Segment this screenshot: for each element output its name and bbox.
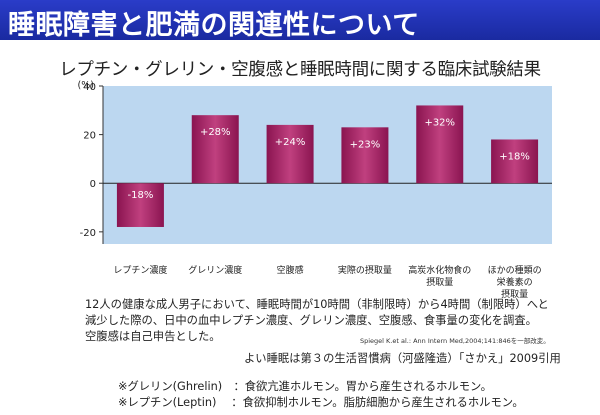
chart-title: レプチン・グレリン・空腹感と睡眠時間に関する臨床試験結果 [59, 60, 541, 80]
bar [416, 105, 464, 184]
bar [266, 124, 314, 184]
category-label: 実際の摂取量 [338, 264, 392, 276]
data-label: +28% [200, 127, 231, 138]
y-axis-label: (%) [78, 80, 94, 91]
plot-area [103, 86, 552, 244]
category-label: 高炭水化物食の [408, 264, 471, 276]
description-line: 減少した際の、日中の血中レプチン濃度、グレリン濃度、空腹感、食事量の変化を調査。 [85, 314, 537, 327]
y-tick-label: -20 [80, 228, 96, 239]
page-title: 睡眠障害と肥満の関連性について [8, 10, 420, 41]
category-label: 摂取量 [426, 276, 453, 288]
y-tick-label: 20 [83, 131, 96, 142]
category-label: ほかの種類の [488, 265, 542, 276]
bar [191, 115, 239, 184]
data-label: -18% [127, 190, 153, 201]
header-banner: 睡眠障害と肥満の関連性について [0, 0, 600, 41]
citation: Spiegel K.et al.: Ann Intern Med,2004;14… [360, 337, 550, 345]
description-line: 12人の健康な成人男子において、睡眠時間が10時間（非制限時）から4時間（制限時… [85, 298, 549, 311]
category-label: 空腹感 [277, 264, 304, 276]
reference: よい睡眠は第３の生活習慣病（河盛隆造）「さかえ」2009引用 [244, 352, 561, 365]
bar [116, 183, 164, 227]
category-label: 栄養素の [497, 276, 533, 288]
category-label: レプチン濃度 [113, 264, 167, 276]
data-label: +24% [275, 137, 306, 148]
y-tick-label: 0 [90, 179, 96, 190]
note-leptin: ※レプチン(Leptin) ：食欲抑制ホルモン。脂肪細胞から産生されるホルモン。 [118, 396, 524, 409]
note-ghrelin: ※グレリン(Ghrelin) ：食欲亢進ホルモン。胃から産生されるホルモン。 [118, 380, 492, 393]
bar [341, 127, 389, 184]
data-label: +32% [424, 117, 455, 128]
category-label: グレリン濃度 [188, 264, 242, 276]
data-label: +18% [499, 151, 530, 162]
description: 12人の健康な成人男子において、睡眠時間が10時間（非制限時）から4時間（制限時… [85, 297, 549, 345]
category-label: 摂取量 [501, 288, 528, 300]
bar [491, 139, 539, 184]
y-tick-label: 40 [83, 82, 96, 93]
description-line: 空腹感は自己申告とした。 [85, 330, 221, 343]
data-label: +23% [350, 139, 381, 150]
